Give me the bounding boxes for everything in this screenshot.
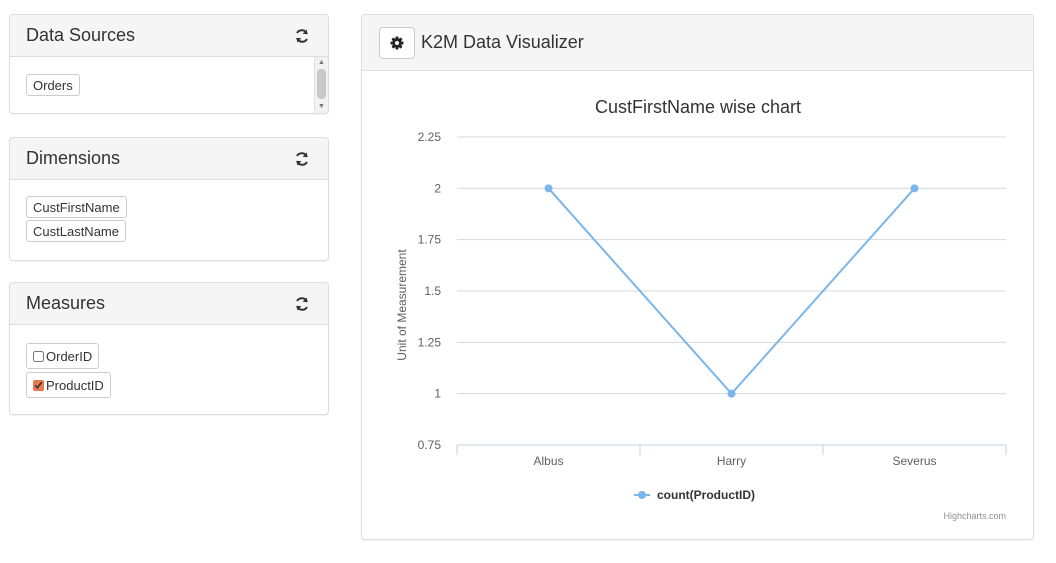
dimension-chip-custfirstname[interactable]: CustFirstName [26, 196, 127, 218]
productid-checkbox[interactable] [33, 379, 44, 391]
measures-title: Measures [26, 293, 106, 313]
dimensions-title: Dimensions [26, 148, 121, 168]
refresh-icon[interactable] [292, 149, 312, 169]
visualizer-panel: K2M Data Visualizer CustFirstName wise c… [361, 14, 1034, 540]
data-source-chip-orders[interactable]: Orders [26, 74, 80, 96]
y-tick-label: 1 [434, 387, 441, 401]
data-sources-title: Data Sources [26, 25, 136, 45]
legend[interactable]: count(ProductID) [634, 488, 755, 502]
measure-chip-orderid[interactable]: OrderID [26, 343, 100, 369]
scroll-down-icon[interactable]: ▼ [318, 103, 325, 110]
measures-heading: Measures [10, 283, 328, 325]
y-tick-label: 1.25 [418, 335, 442, 349]
data-point[interactable] [910, 184, 919, 193]
x-tick-label: Harry [717, 454, 746, 468]
dimension-chip-custlastname[interactable]: CustLastName [26, 220, 126, 242]
orderid-checkbox[interactable] [33, 350, 44, 362]
y-tick-label: 2.25 [418, 130, 442, 144]
scroll-up-icon[interactable]: ▲ [318, 59, 325, 66]
measure-label-orderid: OrderID [46, 348, 93, 364]
visualizer-title: K2M Data Visualizer [421, 32, 584, 52]
refresh-icon[interactable] [292, 26, 312, 46]
x-tick-label: Severus [892, 454, 936, 468]
y-tick-label: 0.75 [418, 438, 442, 452]
measure-chip-productid[interactable]: ProductID [26, 372, 111, 398]
y-axis-label: Unit of Measurement [395, 249, 409, 361]
line-chart: CustFirstName wise chart 0.75 1 1.25 1.5 1.7… [395, 97, 1007, 521]
settings-button[interactable] [379, 26, 415, 59]
data-point[interactable] [727, 389, 736, 398]
legend-label: count(ProductID) [657, 488, 755, 502]
dimensions-panel: Dimensions CustFirstName CustLastName [9, 137, 329, 261]
y-tick-label: 1.5 [424, 284, 441, 298]
data-point[interactable] [544, 184, 553, 193]
dimensions-heading: Dimensions [10, 138, 328, 180]
measure-label-productid: ProductID [46, 377, 104, 393]
y-tick-label: 2 [434, 181, 441, 195]
data-sources-body: Orders ▲ ▼ [10, 57, 328, 113]
scrollbar-thumb[interactable] [317, 69, 326, 99]
data-sources-scrollbar[interactable]: ▲ ▼ [314, 57, 328, 113]
data-sources-heading: Data Sources [10, 15, 328, 57]
measures-panel: Measures OrderID ProductID [9, 282, 329, 415]
y-tick-label: 1.75 [418, 233, 442, 247]
chart-title: CustFirstName wise chart [595, 97, 801, 117]
refresh-icon[interactable] [292, 294, 312, 314]
x-tick-label: Albus [533, 454, 563, 468]
visualizer-heading: K2M Data Visualizer [362, 15, 1033, 71]
legend-point-marker [638, 491, 646, 499]
gear-icon [390, 36, 404, 49]
data-sources-panel: Data Sources Orders ▲ ▼ [9, 14, 329, 114]
highcharts-credits[interactable]: Highcharts.com [943, 511, 1006, 521]
